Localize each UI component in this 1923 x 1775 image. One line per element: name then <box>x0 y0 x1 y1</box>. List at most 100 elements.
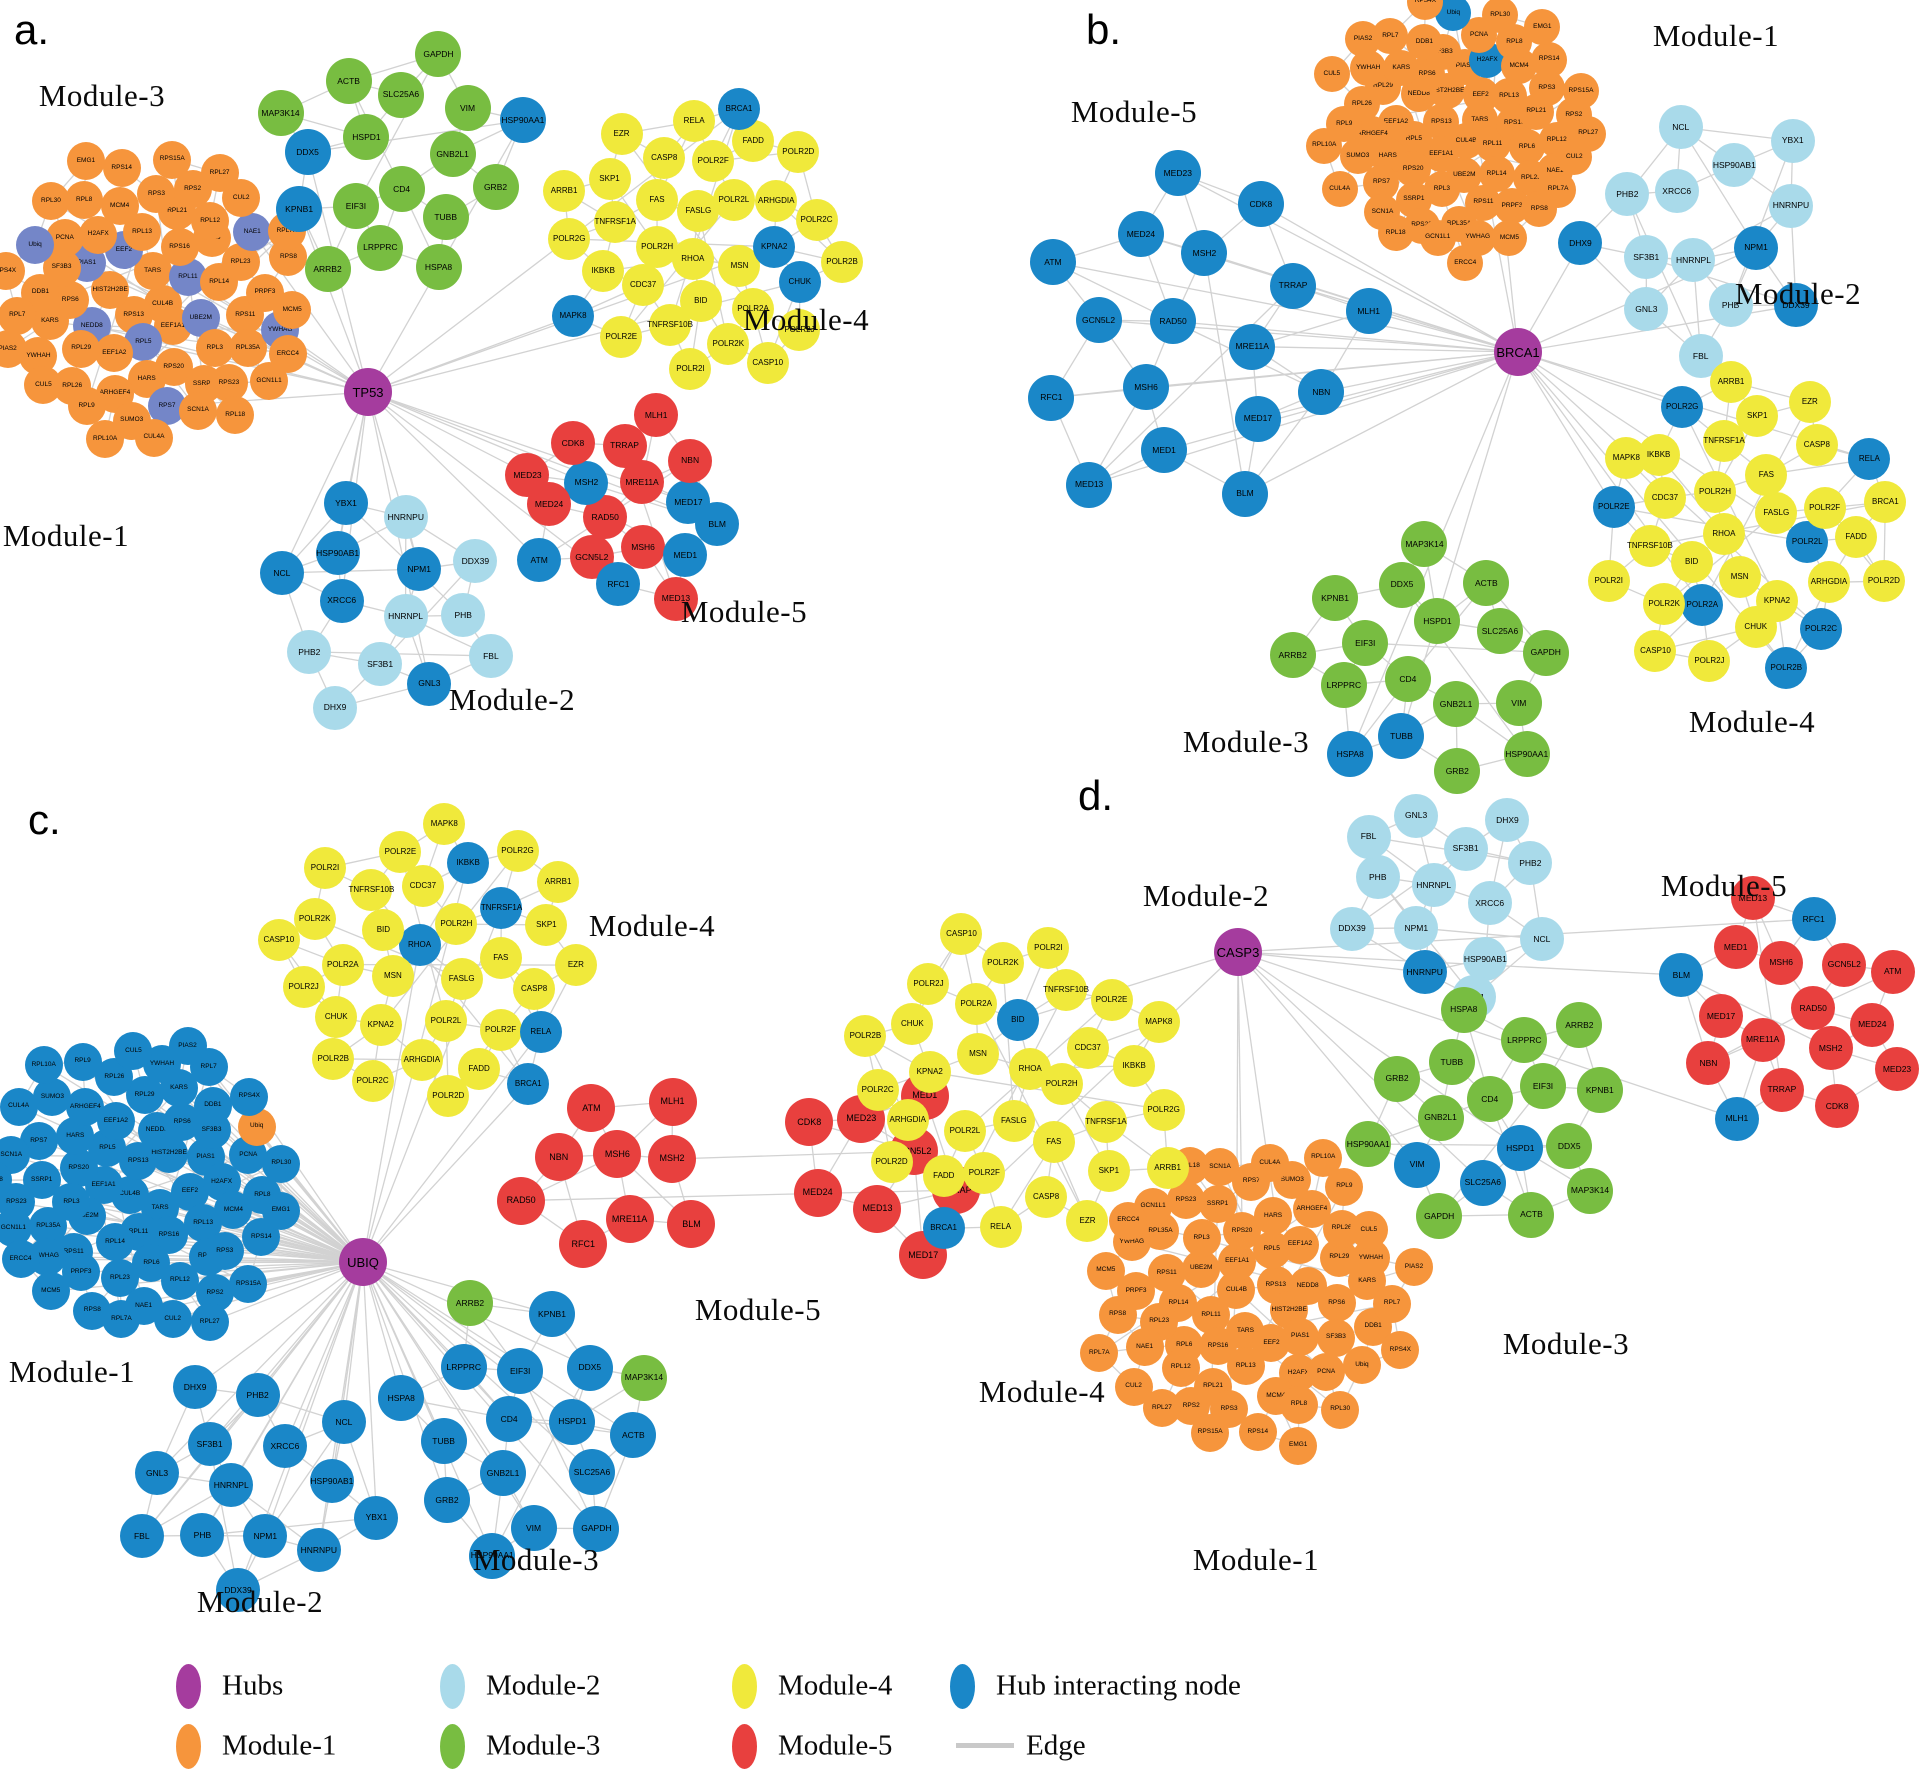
gene-node-polr2e: POLR2E <box>600 316 643 359</box>
gene-label: HNRNPU <box>387 512 424 523</box>
gene-label: CASP10 <box>263 935 295 944</box>
gene-label: MCM5 <box>282 306 302 314</box>
gene-node-rpl13: RPL13 <box>1226 1347 1265 1386</box>
gene-node-phb2: PHB2 <box>235 1373 280 1418</box>
gene-node-ercc4: ERCC4 <box>268 334 307 373</box>
gene-label: MCM4 <box>223 1206 244 1214</box>
legend-label: Module-1 <box>222 1729 337 1762</box>
gene-label: VIM <box>1409 1159 1425 1170</box>
module-label: Module-3 <box>1182 724 1310 759</box>
gene-node-ddb1: DDB1 <box>193 1086 232 1125</box>
gene-label: HNRNPL <box>1676 254 1711 265</box>
gene-label: RPL5 <box>99 1143 116 1151</box>
gene-label: RPS13 <box>123 311 145 319</box>
gene-label: HSPA8 <box>1336 749 1364 760</box>
gene-label: MAP3K14 <box>1405 539 1444 549</box>
gene-label: BRCA1 <box>514 1078 542 1088</box>
gene-node-hars: HARS <box>1254 1197 1293 1236</box>
gene-node-mre11a: MRE11A <box>605 1195 654 1244</box>
gene-label: RPL35A <box>1148 1227 1173 1235</box>
gene-label: NAE1 <box>1136 1342 1154 1350</box>
gene-label: VIM <box>460 102 476 113</box>
gene-node-ikbkb: IKBKB <box>582 250 625 293</box>
gene-label: RPL12 <box>200 216 221 224</box>
gene-label: BID <box>376 925 391 935</box>
gene-node-lrpprc: LRPPRC <box>440 1343 487 1390</box>
gene-node-msn: MSN <box>957 1032 999 1075</box>
gene-node-emg1: EMG1 <box>66 142 105 181</box>
gene-label: GNL3 <box>1405 810 1428 821</box>
gene-node-fadd: FADD <box>922 1155 965 1198</box>
gene-label: GNB2L1 <box>1424 1112 1457 1123</box>
gene-label: MSN <box>1730 571 1749 581</box>
gene-node-hsp90ab1: HSP90AB1 <box>309 1459 354 1504</box>
gene-label: MED1 <box>1723 941 1748 952</box>
hub-node-brca1: BRCA1 <box>1494 328 1542 376</box>
gene-node-polr2a: POLR2A <box>1681 584 1724 627</box>
gene-label: FASLG <box>1763 507 1790 517</box>
gene-node-polr2a: POLR2A <box>321 943 364 986</box>
gene-label: RPS23 <box>6 1198 27 1206</box>
gene-label: RPL30 <box>41 196 61 204</box>
gene-label: EIF3I <box>510 1366 531 1377</box>
legend-swatch-hub-interacting-node <box>950 1664 975 1709</box>
gene-label: POLR2L <box>430 1016 462 1026</box>
hub-label: UBIQ <box>347 1254 379 1270</box>
gene-node-rpl30: RPL30 <box>31 182 70 221</box>
gene-label: TNFRSF1A <box>1085 1117 1127 1127</box>
gene-node-ezr: EZR <box>1788 381 1831 424</box>
gene-label: POLR2A <box>326 959 359 969</box>
gene-label: SUMO3 <box>1346 152 1370 160</box>
gene-label: YBX1 <box>1781 135 1804 146</box>
gene-node-med24: MED24 <box>1850 1002 1895 1047</box>
gene-label: NPM1 <box>1744 242 1768 253</box>
gene-label: VIM <box>1511 697 1527 708</box>
gene-label: MED24 <box>534 498 564 509</box>
gene-node-msh2: MSH2 <box>564 460 609 505</box>
gene-label: POLR2H <box>641 242 674 252</box>
gene-label: RPL3 <box>1193 1233 1210 1241</box>
gene-node-rps14: RPS14 <box>1238 1413 1277 1452</box>
gene-node-msh6: MSH6 <box>593 1130 642 1179</box>
gene-label: HSP90AA1 <box>1505 748 1549 759</box>
panel-letter-a: a. <box>14 6 50 53</box>
gene-node-dhx9: DHX9 <box>173 1365 218 1410</box>
gene-label: KPNA2 <box>367 1020 394 1030</box>
gene-node-casp10: CASP10 <box>1634 629 1677 672</box>
gene-node-casp8: CASP8 <box>1025 1175 1068 1218</box>
gene-label: RPS16 <box>1207 1342 1229 1350</box>
gene-label: PIAS2 <box>0 344 17 352</box>
gene-label: GAPDH <box>1424 1210 1455 1221</box>
gene-node-arhgdia: ARHGDIA <box>755 179 798 222</box>
gene-label: IKBKB <box>456 858 480 868</box>
gene-label: PHB <box>193 1530 212 1541</box>
gene-node-cul4a: CUL4A <box>134 418 173 457</box>
gene-node-arhgef4: ARHGEF4 <box>66 1087 105 1126</box>
gene-label: PRPF3 <box>1125 1286 1147 1294</box>
gene-label: KPNB1 <box>1585 1084 1614 1095</box>
gene-label: XRCC6 <box>270 1440 300 1451</box>
gene-label: HARS <box>1378 151 1397 159</box>
gene-node-chuk: CHUK <box>891 1003 934 1046</box>
gene-label: BLM <box>1236 488 1254 499</box>
gene-label: PIAS2 <box>178 1042 197 1050</box>
gene-label: RPL29 <box>71 344 92 352</box>
gene-node-xrcc6: XRCC6 <box>262 1423 307 1468</box>
gene-node-arhgdia: ARHGDIA <box>1808 561 1851 604</box>
gene-node-rpl7: RPL7 <box>1373 1284 1412 1323</box>
gene-label: RPL11 <box>178 273 198 281</box>
legend-label: Edge <box>1026 1729 1086 1762</box>
legend-swatch-module-1 <box>176 1724 201 1769</box>
gene-label: HIST2H2BE <box>92 286 128 294</box>
gene-node-grb2: GRB2 <box>424 1477 470 1524</box>
gene-label: RFC1 <box>1040 392 1063 403</box>
gene-node-arrb2: ARRB2 <box>1556 1002 1603 1049</box>
gene-node-rpl9: RPL9 <box>67 386 106 425</box>
gene-node-kpna2: KPNA2 <box>359 1004 402 1047</box>
gene-label: RPL10A <box>93 434 118 442</box>
gene-label: CHUK <box>324 1011 348 1021</box>
gene-label: CASP8 <box>1032 1191 1060 1201</box>
gene-label: MSH2 <box>659 1153 685 1164</box>
gene-label: RPS11 <box>235 311 256 318</box>
gene-label: SKP1 <box>1747 411 1768 421</box>
